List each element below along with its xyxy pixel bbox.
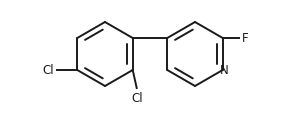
- Text: F: F: [242, 32, 248, 45]
- Text: Cl: Cl: [131, 91, 143, 104]
- Text: Cl: Cl: [43, 64, 54, 77]
- Text: N: N: [220, 64, 229, 77]
